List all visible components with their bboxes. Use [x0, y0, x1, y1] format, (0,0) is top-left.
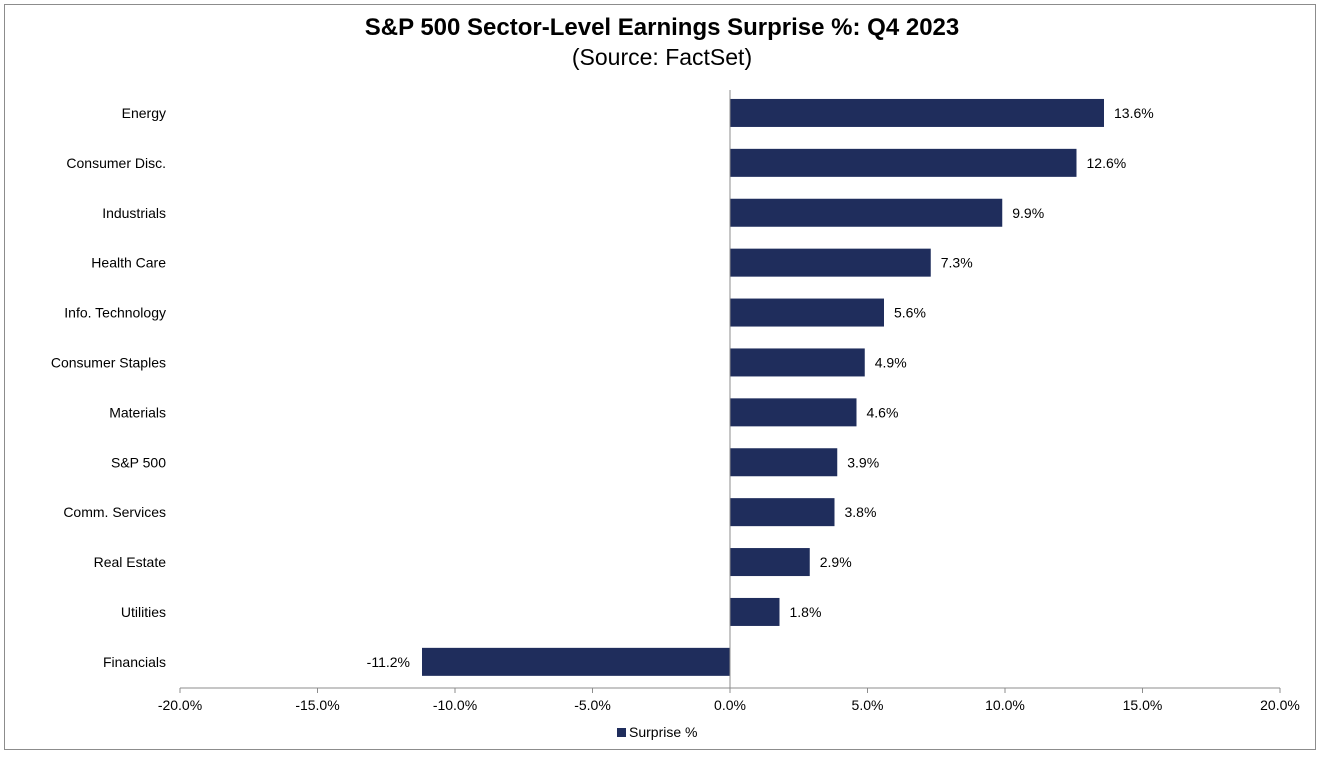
- bar: [730, 597, 780, 626]
- data-label: 4.6%: [867, 404, 899, 420]
- data-label: 2.9%: [820, 554, 852, 570]
- bar: [730, 248, 931, 277]
- data-label: 7.3%: [941, 255, 973, 271]
- x-tick-label: -15.0%: [295, 697, 339, 713]
- x-tick-label: -20.0%: [158, 697, 202, 713]
- category-label: Comm. Services: [63, 504, 166, 520]
- data-label: 4.9%: [875, 354, 907, 370]
- category-label: Real Estate: [94, 554, 167, 570]
- data-label: -11.2%: [367, 654, 410, 670]
- category-label: Health Care: [91, 255, 166, 271]
- data-label: 9.9%: [1012, 205, 1044, 221]
- category-label: Financials: [103, 654, 166, 670]
- x-tick-label: 5.0%: [852, 697, 884, 713]
- data-label: 13.6%: [1114, 105, 1154, 121]
- bar: [730, 198, 1003, 227]
- legend-label: Surprise %: [629, 724, 697, 740]
- category-label: Consumer Staples: [51, 354, 166, 370]
- category-label: Info. Technology: [64, 305, 166, 321]
- chart-frame: [4, 4, 1316, 750]
- legend-swatch: [617, 728, 626, 737]
- category-label: Consumer Disc.: [66, 155, 166, 171]
- bar: [730, 548, 810, 577]
- data-label: 5.6%: [894, 305, 926, 321]
- data-label: 3.9%: [847, 454, 879, 470]
- data-label: 3.8%: [845, 504, 877, 520]
- data-label: 1.8%: [790, 604, 822, 620]
- category-label: Industrials: [102, 205, 166, 221]
- chart-subtitle: (Source: FactSet): [571, 44, 753, 70]
- category-label: Materials: [109, 404, 166, 420]
- category-label: S&P 500: [111, 454, 166, 470]
- bar: [730, 148, 1077, 177]
- bar: [730, 348, 865, 377]
- category-label: Energy: [122, 105, 166, 121]
- x-tick-label: -10.0%: [433, 697, 477, 713]
- bar: [730, 448, 838, 477]
- bar: [422, 647, 730, 676]
- x-tick-label: 20.0%: [1260, 697, 1300, 713]
- x-tick-label: 0.0%: [714, 697, 746, 713]
- category-label: Utilities: [121, 604, 166, 620]
- bar: [730, 398, 857, 427]
- bar: [730, 298, 884, 327]
- bar: [730, 98, 1104, 127]
- x-tick-label: 10.0%: [985, 697, 1025, 713]
- chart-title: S&P 500 Sector-Level Earnings Surprise %…: [364, 14, 960, 41]
- data-label: 12.6%: [1087, 155, 1127, 171]
- x-tick-label: 15.0%: [1123, 697, 1163, 713]
- bar: [730, 498, 835, 527]
- x-tick-label: -5.0%: [574, 697, 611, 713]
